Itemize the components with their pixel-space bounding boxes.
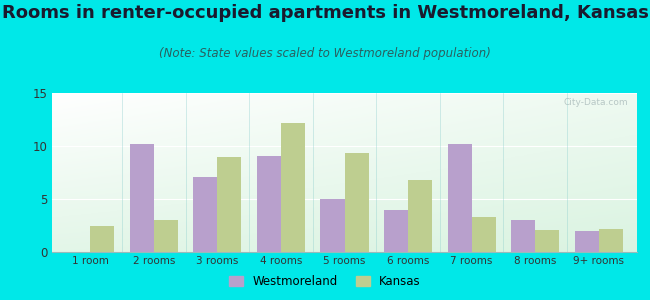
Bar [193,177,217,252]
Legend: Westmoreland, Kansas: Westmoreland, Kansas [224,270,426,292]
Text: Rooms in renter-occupied apartments in Westmoreland, Kansas: Rooms in renter-occupied apartments in W… [1,4,649,22]
Bar [511,220,535,252]
Bar [257,155,281,252]
Bar [472,217,496,252]
Bar [129,144,154,252]
Bar [217,157,242,252]
Bar [575,231,599,252]
Bar [154,220,178,252]
Bar [90,226,114,252]
Bar [384,210,408,252]
Bar [447,144,472,252]
Bar [408,180,432,252]
Bar [344,153,369,252]
Text: City-Data.com: City-Data.com [564,98,628,107]
Bar [599,229,623,252]
Bar [535,230,560,252]
Text: (Note: State values scaled to Westmoreland population): (Note: State values scaled to Westmorela… [159,46,491,59]
Bar [320,199,344,252]
Bar [281,123,305,252]
